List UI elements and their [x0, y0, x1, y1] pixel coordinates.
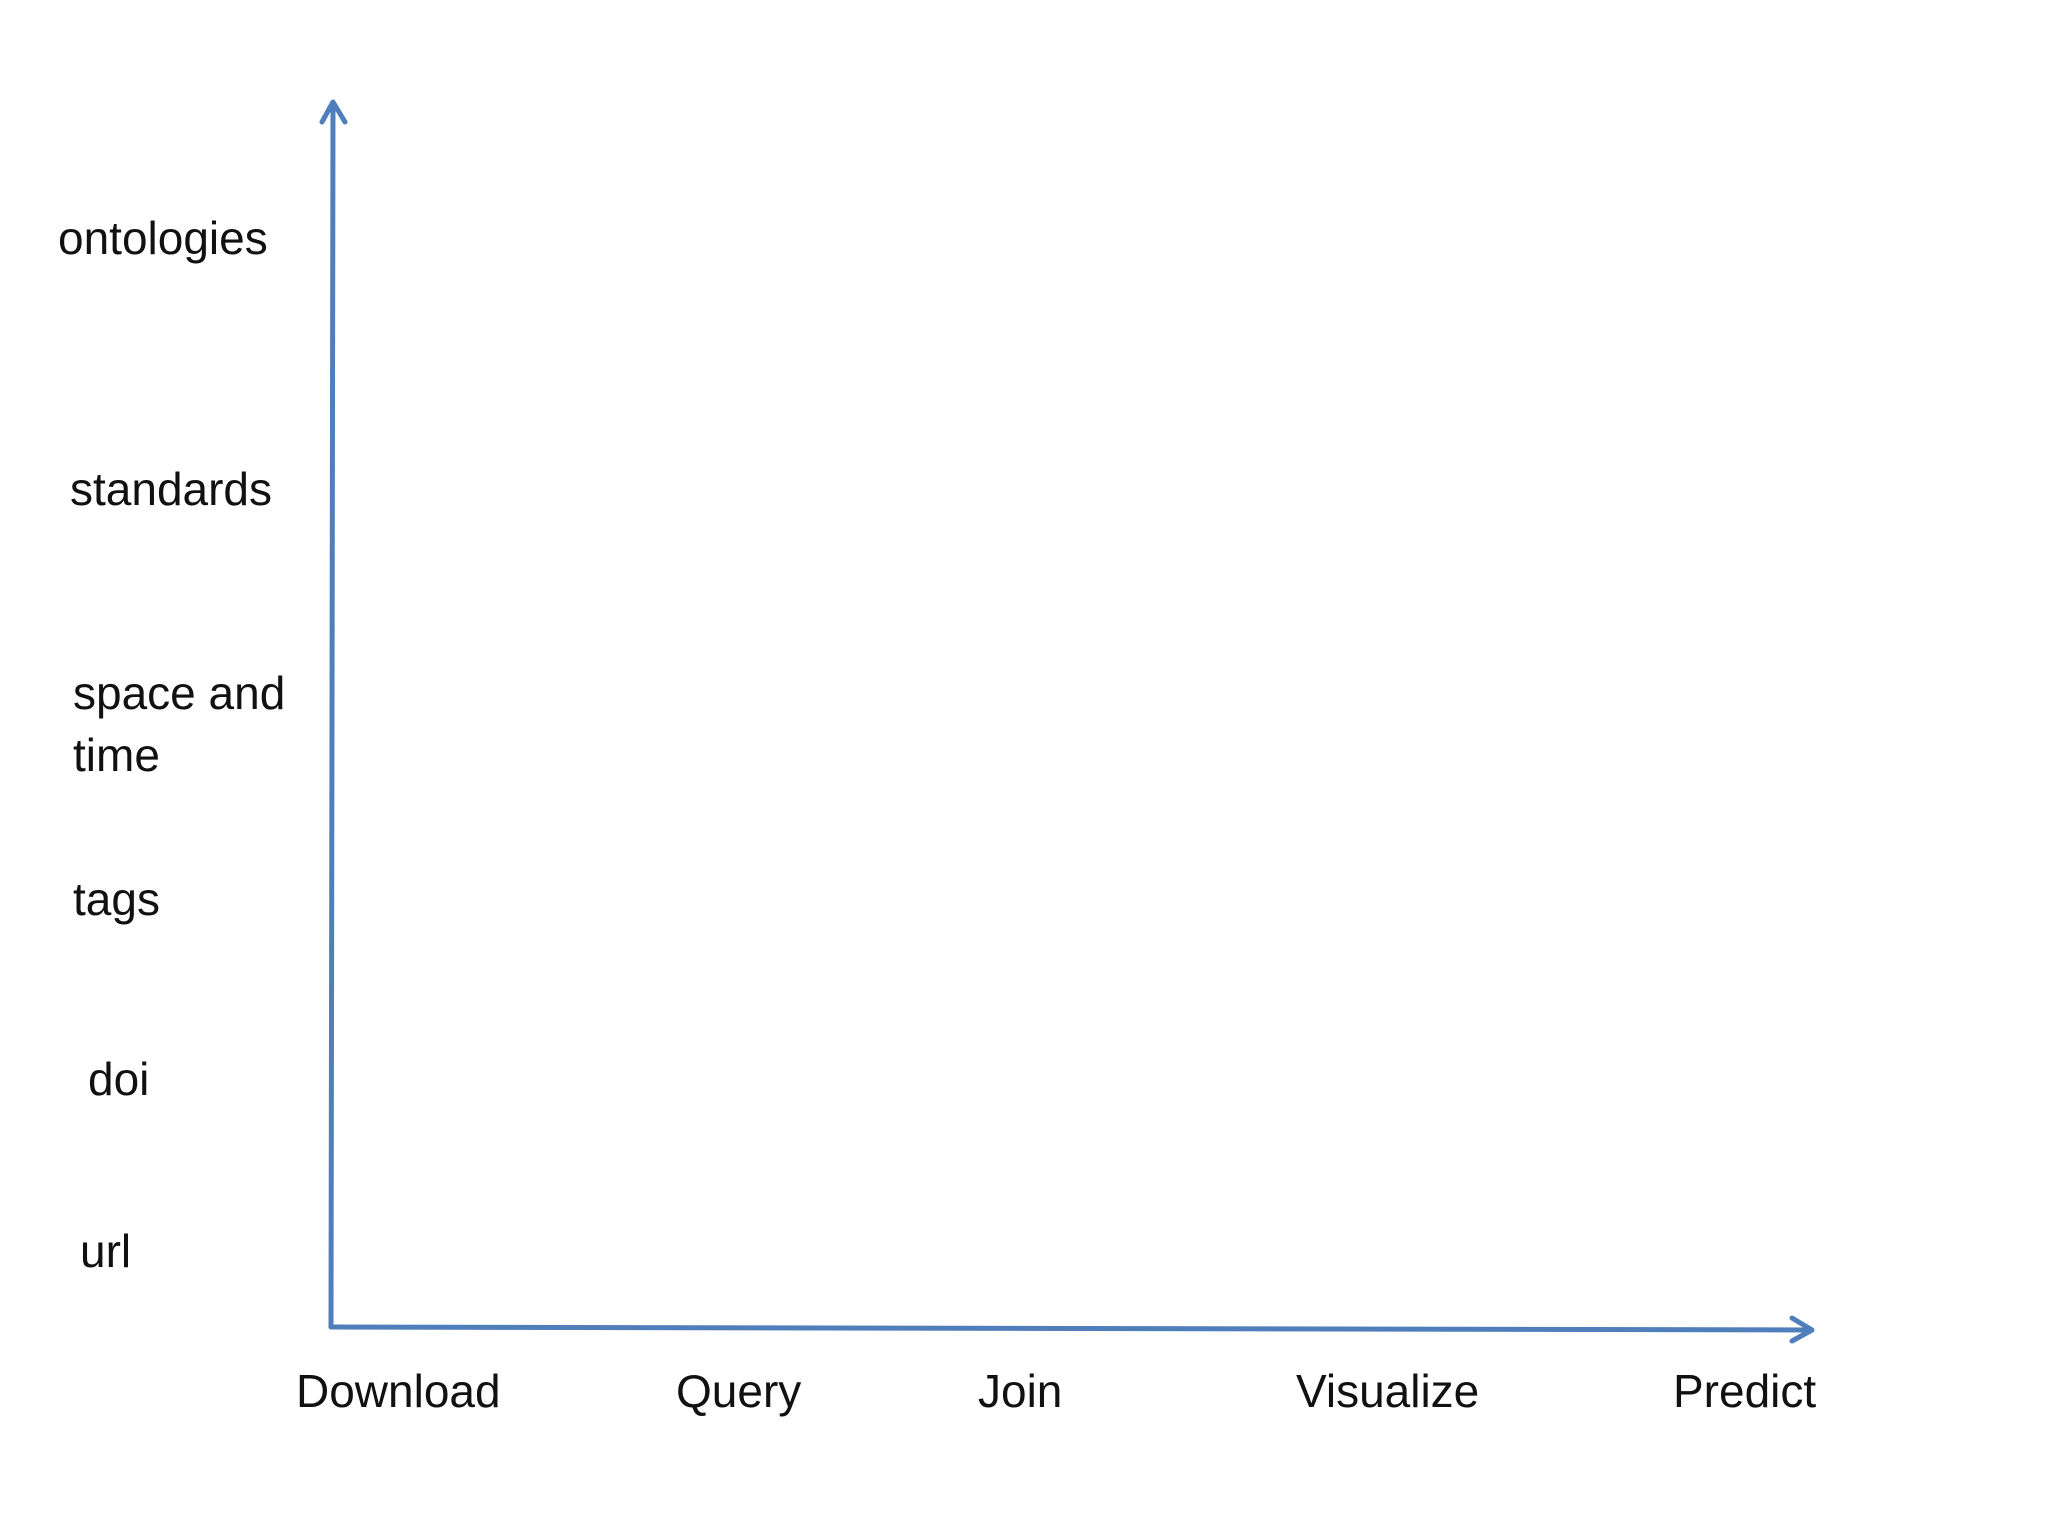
y-label-doi: doi [88, 1053, 150, 1105]
x-label-download: Download [296, 1365, 501, 1417]
x-label-visualize: Visualize [1296, 1365, 1480, 1417]
x-axis-arrowhead [1789, 1315, 1815, 1344]
y-label-url: url [80, 1225, 132, 1277]
y-label-standards: standards [70, 463, 273, 515]
y-label-ontologies: ontologies [58, 212, 268, 264]
y-label-tags: tags [73, 873, 160, 925]
y-axis-arrowhead [319, 99, 348, 125]
x-label-query: Query [676, 1365, 802, 1417]
y-axis-line [328, 101, 336, 1330]
y-label-time: time [73, 729, 160, 781]
x-label-predict: Predict [1673, 1365, 1817, 1417]
x-axis-line [328, 1324, 1813, 1333]
x-label-join: Join [978, 1365, 1063, 1417]
y-label-space-and: space and [73, 667, 286, 719]
